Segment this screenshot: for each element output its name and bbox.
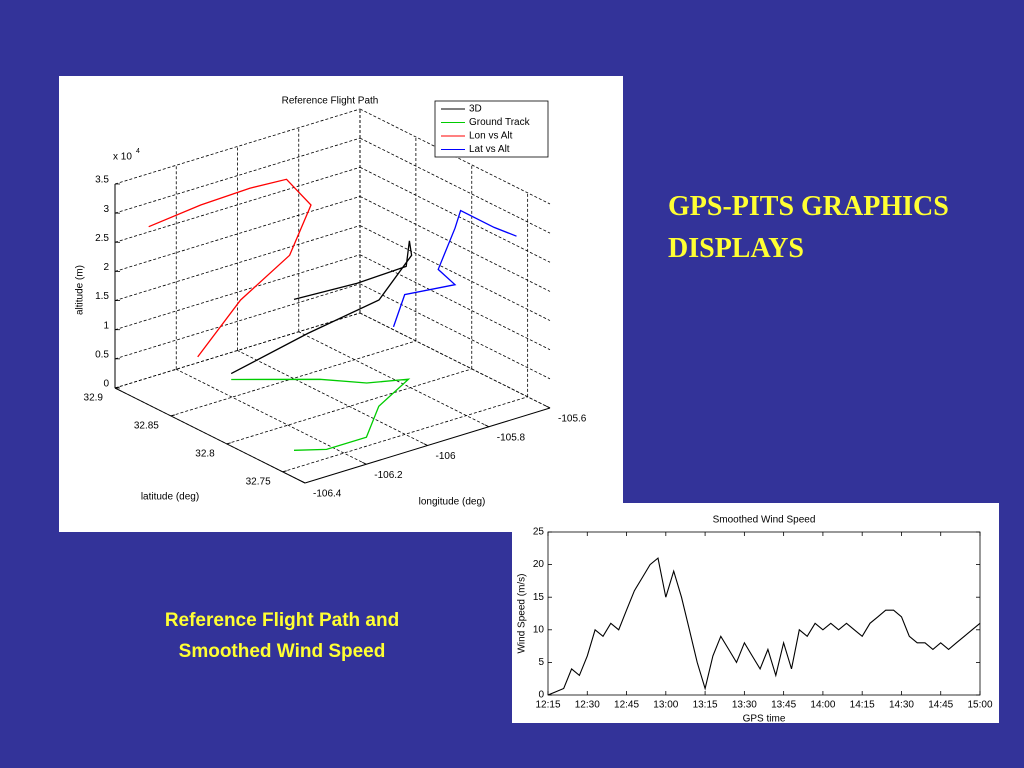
x-tick-label: 14:15 [850, 700, 875, 711]
tick-mark [300, 480, 306, 484]
grid-line [114, 196, 361, 272]
y-tick-label: 20 [533, 559, 545, 570]
y-tick-label: 15 [533, 592, 545, 603]
x-tick-label: 15:00 [967, 700, 992, 711]
axis-multiplier: x 10 [113, 152, 132, 163]
slide-title: DISPLAYS [668, 233, 804, 264]
grid-line [359, 254, 551, 351]
tick-mark [226, 442, 231, 445]
y-tick-label: 10 [533, 624, 545, 635]
tick-mark [545, 405, 551, 409]
y-tick-label: 32.85 [134, 421, 159, 432]
x-tick-label: -105.6 [558, 414, 587, 425]
y-tick-label: 25 [533, 527, 545, 538]
grid-line [114, 283, 361, 360]
grid-line [226, 368, 472, 445]
series-line [231, 378, 411, 451]
x-tick-label: 13:00 [653, 700, 678, 711]
y-tick-label: 32.8 [195, 449, 215, 460]
grid-line [176, 368, 367, 465]
grid-line [114, 254, 361, 331]
y-tick-label: 0 [538, 690, 544, 701]
x-tick-label: -106 [436, 451, 456, 462]
tick-mark [170, 414, 175, 417]
series-line [547, 557, 981, 696]
y-tick-label: 32.9 [84, 393, 104, 404]
series-line [230, 240, 413, 375]
legend-label: Lon vs Alt [469, 131, 513, 142]
x-tick-label: 14:00 [810, 700, 835, 711]
z-tick-label: 0 [103, 379, 109, 390]
x-tick-label: 13:15 [693, 700, 718, 711]
grid-line [170, 340, 416, 417]
z-tick-label: 2.5 [95, 233, 109, 244]
series-line [392, 209, 517, 328]
z-axis-label: altitude (m) [75, 265, 86, 315]
tick-mark [423, 443, 428, 446]
grid-line [359, 137, 551, 234]
z-tick-label: 1.5 [95, 291, 109, 302]
x-tick-label: 12:15 [535, 700, 560, 711]
caption: Smoothed Wind Speed [179, 641, 386, 662]
grid-line [298, 331, 489, 428]
slide-title: GPS-PITS GRAPHICS [668, 191, 949, 222]
grid-line [359, 312, 551, 409]
axis-line [114, 387, 306, 484]
grid-line [237, 350, 428, 446]
x-tick-label: 13:30 [732, 700, 757, 711]
grid-line [114, 166, 361, 243]
x-tick-label: -106.4 [313, 489, 342, 500]
z-tick-label: 1 [103, 320, 109, 331]
x-tick-label: 12:45 [614, 700, 639, 711]
x-axis-label: longitude (deg) [419, 497, 486, 508]
tick-mark [282, 470, 287, 473]
legend-label: Ground Track [469, 117, 531, 128]
chart-title: Reference Flight Path [282, 96, 379, 107]
grid-line [359, 225, 551, 321]
grid-line [359, 196, 551, 292]
chart-panel [512, 503, 999, 723]
y-axis-label: Wind Speed (m/s) [517, 573, 528, 653]
tick-mark [114, 386, 120, 389]
chart-title: Smoothed Wind Speed [713, 515, 816, 526]
plot-frame [547, 531, 981, 696]
grid-line [359, 283, 551, 380]
z-tick-label: 0.5 [95, 349, 109, 360]
grid-line [114, 108, 361, 185]
grid-line [359, 166, 551, 263]
x-tick-label: 14:45 [928, 700, 953, 711]
grid-line [114, 312, 361, 389]
x-tick-label: 13:45 [771, 700, 796, 711]
legend-label: 3D [469, 104, 482, 115]
tick-mark [362, 461, 367, 465]
y-axis-label: latitude (deg) [141, 492, 199, 503]
axis-multiplier-exponent: 4 [136, 148, 140, 155]
grid-line [114, 225, 361, 301]
legend-box [434, 100, 549, 158]
series-line [148, 178, 312, 358]
x-tick-label: 14:30 [889, 700, 914, 711]
z-tick-label: 2 [103, 262, 109, 273]
y-tick-label: 32.75 [246, 476, 271, 487]
y-tick-label: 5 [538, 657, 544, 668]
z-tick-label: 3 [103, 204, 109, 215]
x-axis-label: GPS time [743, 714, 786, 725]
z-tick-label: 3.5 [95, 175, 109, 186]
grid-line [114, 137, 361, 214]
tick-mark [484, 424, 489, 428]
caption: Reference Flight Path and [165, 610, 399, 631]
legend-label: Lat vs Alt [469, 144, 510, 155]
grid-line [282, 396, 528, 473]
x-tick-label: 12:30 [575, 700, 600, 711]
x-tick-label: -105.8 [497, 432, 526, 443]
x-tick-label: -106.2 [374, 470, 403, 481]
